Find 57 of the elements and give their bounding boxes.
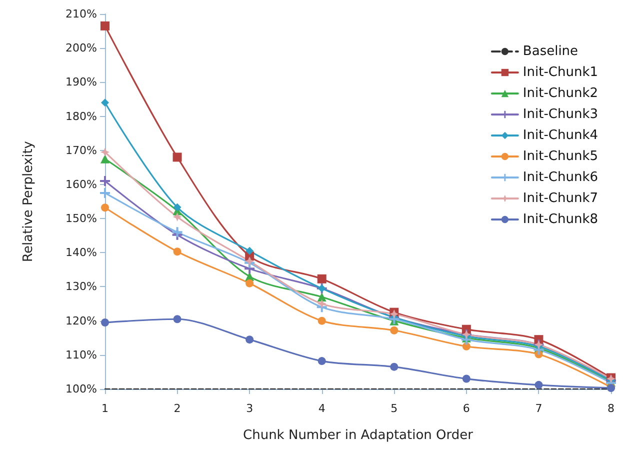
x-tick-label: 4 [318,402,326,415]
point [390,326,398,334]
x-tick-label: 3 [246,402,254,415]
x-tick-label: 7 [535,402,542,415]
point [390,362,398,371]
y-tick-label: 190% [66,76,97,89]
legend-label: Init-Chunk4 [522,128,598,143]
y-tick-label: 110% [66,348,97,362]
point [246,336,254,344]
point [317,299,326,308]
y-tick-label: 170% [66,144,97,157]
legend-label: Init-Chunk6 [522,170,598,185]
y-tick-label: 210% [66,8,97,20]
point [173,203,182,212]
point [100,176,110,186]
point [173,248,182,256]
point [318,316,326,325]
y-tick-label: 180% [66,110,97,123]
y-tick-label: 160% [66,178,97,191]
legend-label: Init-Chunk8 [522,212,598,227]
point [173,315,182,324]
x-tick-label: 2 [174,402,181,415]
x-tick-label: 8 [608,402,614,415]
point [462,342,470,350]
x-tick-label: 6 [462,402,470,415]
point [100,148,110,157]
y-tick-label: 150% [66,212,97,226]
point [101,98,109,107]
x-axis-title: Chunk Number in Adaptation Order [243,428,474,443]
point [462,374,470,383]
point [317,292,326,302]
legend-label: Init-Chunk1 [522,65,598,80]
y-tick-label: 140% [66,246,97,260]
x-tick-label: 1 [102,402,108,415]
x-tick-label: 5 [390,402,398,415]
point [172,152,182,162]
legend-label: Baseline [522,44,578,59]
point [101,318,109,327]
point [172,212,182,222]
point [317,274,326,284]
legend-label: Init-Chunk3 [522,107,598,122]
point [246,246,254,255]
y-tick-label: 200% [66,42,97,55]
legend-label: Init-Chunk5 [522,149,598,164]
point [101,204,109,212]
legend-label: Init-Chunk2 [522,86,598,101]
point [172,227,182,238]
point [100,21,110,30]
point [246,279,254,288]
y-tick-label: 100% [66,382,97,396]
point [318,357,326,366]
point [534,380,543,389]
legend-label: Init-Chunk7 [522,191,598,206]
y-tick-label: 130% [66,280,97,294]
point [100,188,110,198]
y-axis-title: Relative Perplexity [21,140,36,262]
y-tick-label: 120% [66,314,97,328]
